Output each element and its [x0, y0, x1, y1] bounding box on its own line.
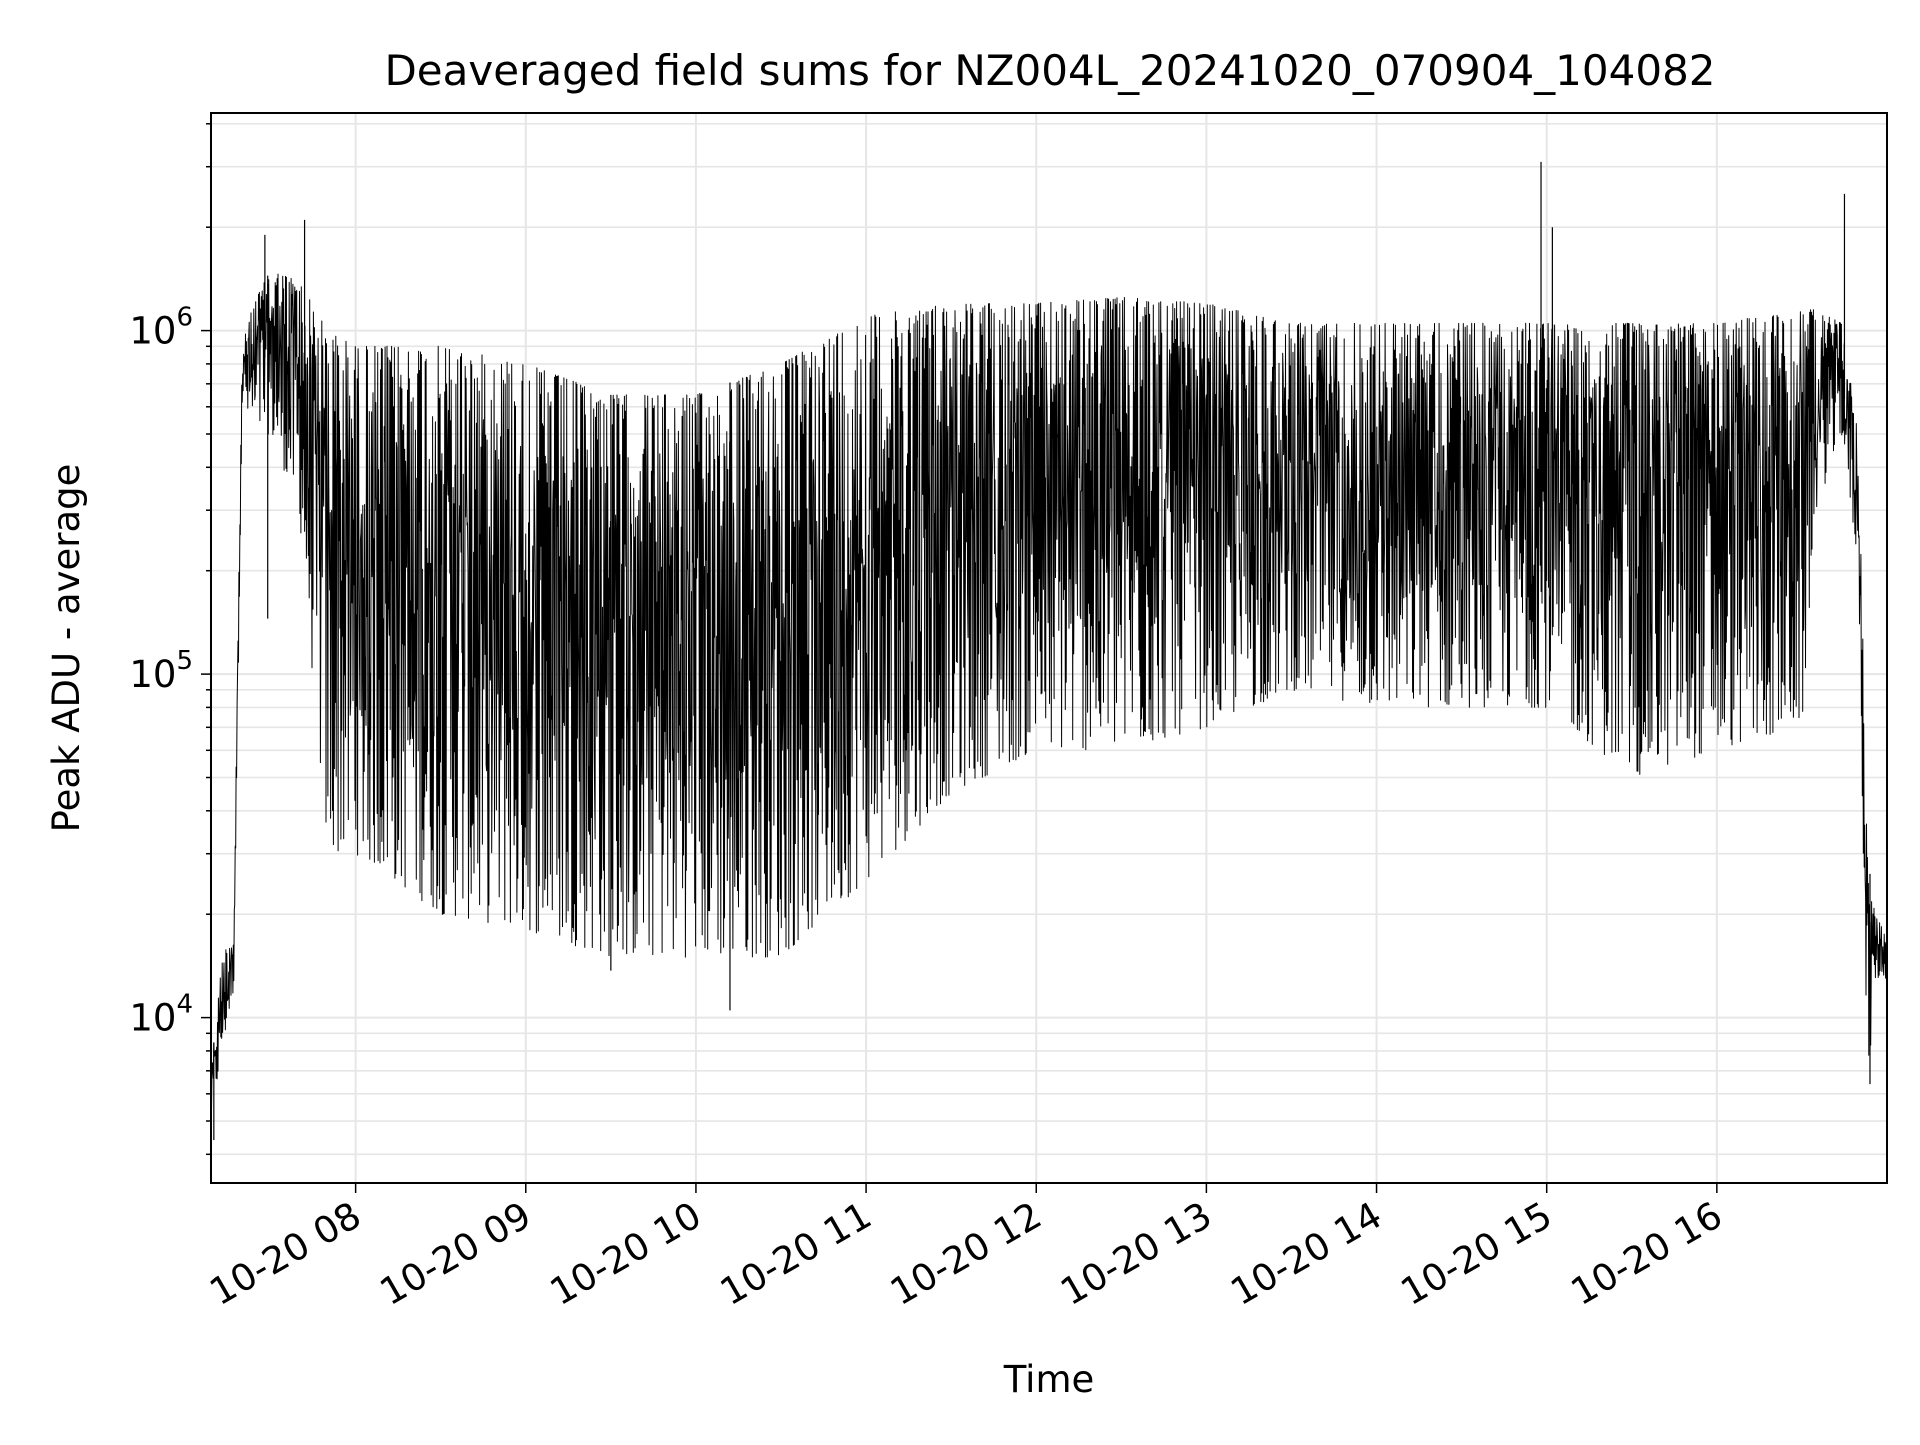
x-tick-label: 10-20 14	[1223, 1194, 1389, 1314]
y-tick-label: 106	[129, 303, 193, 353]
y-tick-label: 104	[129, 990, 193, 1040]
x-tick-label: 10-20 09	[373, 1194, 539, 1314]
y-tick-label-exponent: 5	[176, 646, 193, 676]
y-tick-label: 105	[129, 646, 193, 696]
x-tick-label: 10-20 12	[883, 1194, 1049, 1314]
x-axis-label: Time	[1003, 1358, 1095, 1401]
y-tick-label-base: 10	[129, 310, 176, 353]
data-series-line	[210, 273, 1888, 1112]
x-tick-label: 10-20 10	[543, 1194, 709, 1314]
x-tick-label: 10-20 16	[1564, 1194, 1730, 1314]
y-tick-label-base: 10	[129, 653, 176, 696]
plot-frame	[210, 112, 1888, 1184]
x-tick-label: 10-20 13	[1053, 1194, 1219, 1314]
x-tick-label: 10-20 08	[203, 1194, 369, 1314]
x-tick-label: 10-20 15	[1394, 1194, 1560, 1314]
y-tick-label-exponent: 4	[176, 990, 193, 1020]
chart-title: Deaveraged field sums for NZ004L_2024102…	[384, 46, 1715, 95]
y-tick-label-base: 10	[129, 997, 176, 1040]
y-tick-label-exponent: 6	[176, 303, 193, 333]
data-layer	[210, 161, 1888, 1141]
x-tick-label: 10-20 11	[713, 1194, 879, 1314]
y-axis-label: Peak ADU - average	[45, 464, 88, 833]
